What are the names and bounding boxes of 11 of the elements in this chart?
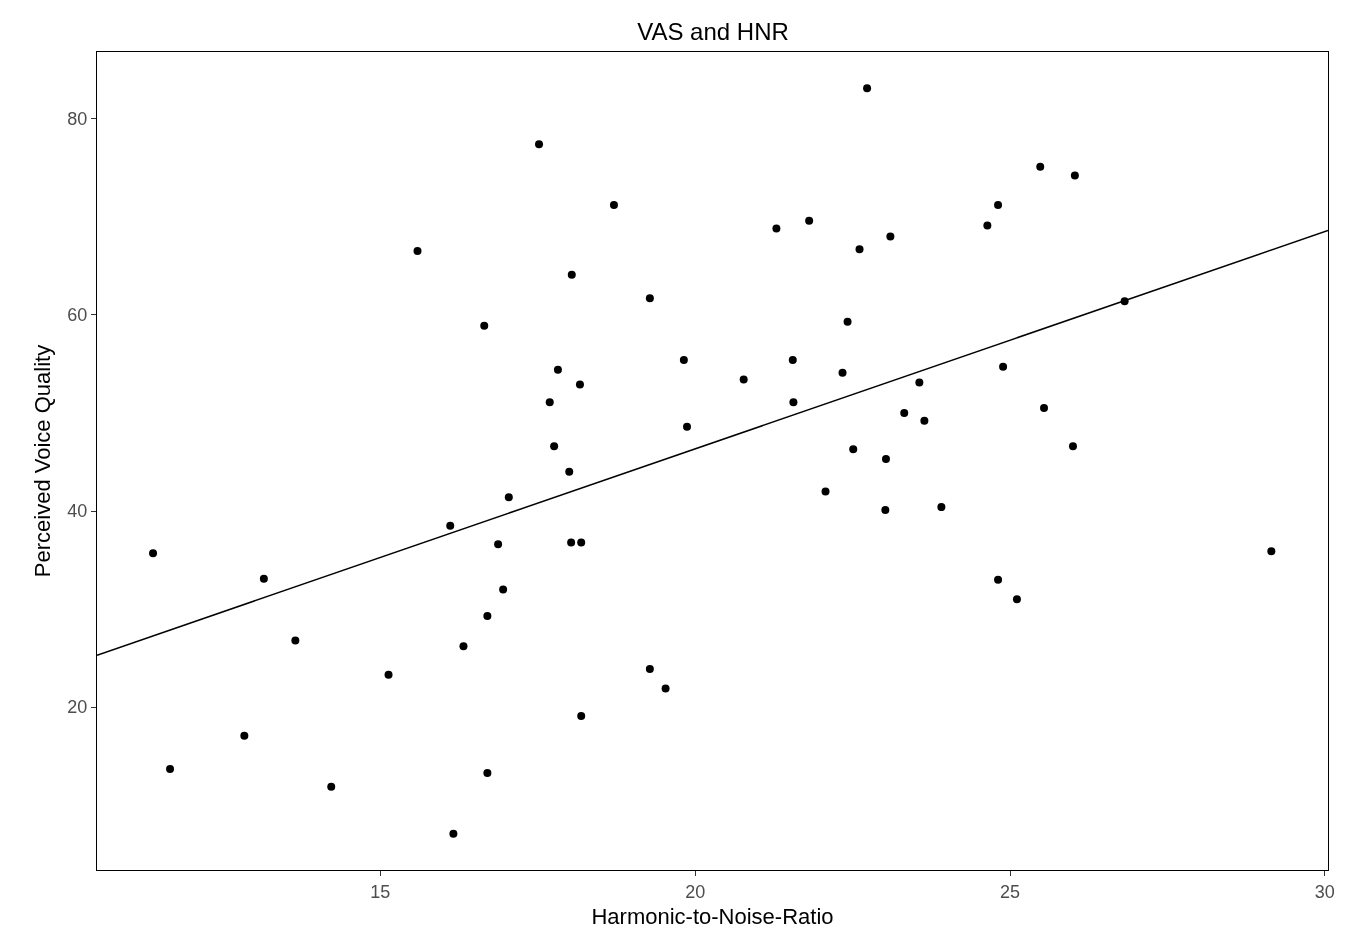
chart-title: VAS and HNR bbox=[637, 18, 789, 46]
y-tick-label: 80 bbox=[67, 109, 88, 129]
y-tick-label: 60 bbox=[67, 305, 88, 326]
y-axis-title: Perceived Voice Quality bbox=[30, 344, 56, 578]
x-axis-title: Harmonic-to-Noise-Ratio bbox=[591, 904, 834, 930]
y-tick-label: 40 bbox=[67, 501, 88, 522]
x-tick-label: 20 bbox=[685, 881, 706, 902]
x-tick-label: 25 bbox=[1000, 881, 1021, 902]
y-tick-label: 20 bbox=[67, 697, 88, 718]
x-tick-label: 15 bbox=[370, 881, 391, 902]
x-tick-label: 30 bbox=[1314, 881, 1335, 902]
